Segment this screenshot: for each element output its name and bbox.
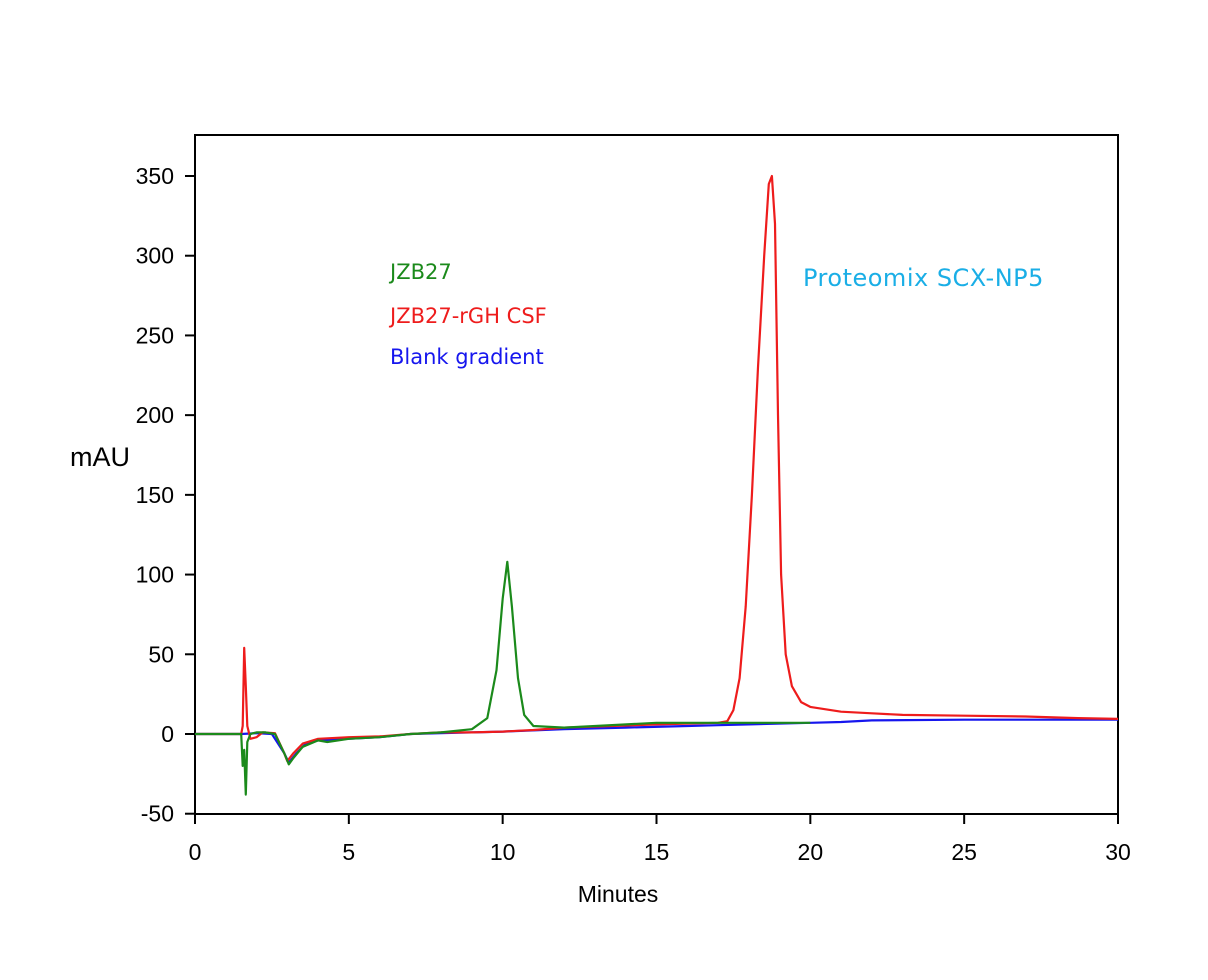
y-tick-label: 250 (136, 322, 174, 348)
x-tick-label: 0 (189, 839, 202, 865)
legend-entry-jzb27: JZB27 (388, 260, 452, 284)
x-tick-label: 25 (951, 839, 977, 865)
y-tick-label: 0 (161, 721, 174, 747)
legend: JZB27 JZB27-rGH CSF Blank gradient (388, 260, 547, 369)
y-tick-label: 300 (136, 243, 174, 269)
x-tick-label: 10 (490, 839, 516, 865)
y-axis-label: mAU (70, 442, 130, 472)
column-annotation: Proteomix SCX-NP5 (803, 264, 1044, 292)
legend-entry-jzb27-rgh-csf: JZB27-rGH CSF (388, 304, 547, 328)
plot-frame (194, 134, 1119, 815)
x-tick-label: 15 (644, 839, 670, 865)
y-tick-label: 150 (136, 482, 174, 508)
y-tick-label: 100 (136, 562, 174, 588)
x-tick-label: 20 (798, 839, 824, 865)
x-tick-label: 30 (1105, 839, 1131, 865)
y-tick-label: 350 (136, 163, 174, 189)
x-axis: 0 5 10 15 20 25 30 (189, 814, 1131, 865)
x-axis-label: Minutes (578, 881, 659, 907)
legend-entry-blank-gradient: Blank gradient (390, 345, 544, 369)
series-lines (195, 174, 1119, 796)
x-tick-label: 5 (342, 839, 355, 865)
y-axis: -50 0 50 100 150 200 250 300 350 (136, 163, 195, 827)
y-tick-label: 200 (136, 402, 174, 428)
series-line-jzb27 (195, 560, 811, 796)
y-tick-label: 50 (148, 641, 174, 667)
y-tick-label: -50 (141, 801, 174, 827)
